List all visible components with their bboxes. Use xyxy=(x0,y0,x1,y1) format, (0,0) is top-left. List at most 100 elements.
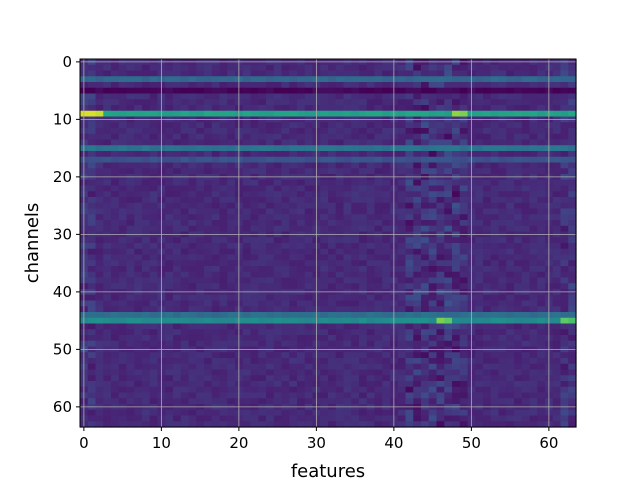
heatmap-cell xyxy=(552,220,562,227)
heatmap-cell xyxy=(452,300,461,307)
heatmap-cell xyxy=(211,110,221,118)
heatmap-cell xyxy=(498,110,507,118)
heatmap-cell xyxy=(258,93,267,100)
heatmap-cell xyxy=(413,202,422,210)
heatmap-cell xyxy=(165,197,174,204)
heatmap-cell xyxy=(343,191,352,198)
heatmap-cell xyxy=(537,122,546,129)
heatmap-cell xyxy=(568,317,577,325)
heatmap-cell xyxy=(521,375,531,382)
heatmap-cell xyxy=(397,151,407,158)
heatmap-cell xyxy=(382,323,391,330)
heatmap-cell xyxy=(211,254,221,261)
heatmap-cell xyxy=(258,409,267,417)
heatmap-cell xyxy=(273,409,283,417)
heatmap-cell xyxy=(483,294,492,302)
heatmap-cell xyxy=(413,266,422,273)
heatmap-cell xyxy=(397,294,407,302)
heatmap-cell xyxy=(382,87,391,95)
heatmap-cell xyxy=(320,139,329,146)
heatmap-cell xyxy=(514,168,523,175)
heatmap-cell xyxy=(475,300,484,307)
heatmap-cell xyxy=(405,398,414,405)
heatmap-cell xyxy=(452,352,461,359)
heatmap-cell xyxy=(537,156,546,164)
heatmap-cell xyxy=(188,133,197,141)
heatmap-cell xyxy=(359,237,368,244)
heatmap-cell xyxy=(490,415,500,422)
heatmap-cell xyxy=(297,214,306,221)
heatmap-cell xyxy=(483,386,492,394)
heatmap-cell xyxy=(560,260,569,267)
heatmap-cell xyxy=(304,300,314,307)
heatmap-cell xyxy=(118,99,128,106)
heatmap-cell xyxy=(297,312,306,319)
heatmap-cell xyxy=(498,271,507,279)
heatmap-cell xyxy=(343,237,352,244)
heatmap-cell xyxy=(421,70,430,77)
heatmap-cell xyxy=(180,415,190,422)
heatmap-cell xyxy=(343,294,352,302)
heatmap-cell xyxy=(521,237,531,244)
heatmap-cell xyxy=(521,415,531,422)
heatmap-cell xyxy=(304,415,314,422)
heatmap-cell xyxy=(436,99,445,106)
heatmap-cell xyxy=(258,99,267,106)
heatmap-cell xyxy=(95,392,104,399)
heatmap-cell xyxy=(475,82,484,89)
heatmap-cell xyxy=(204,179,213,187)
heatmap-cell xyxy=(165,110,174,118)
heatmap-cell xyxy=(413,283,422,290)
heatmap-cell xyxy=(165,179,174,187)
heatmap-cell xyxy=(421,248,430,256)
heatmap-cell xyxy=(103,283,112,290)
heatmap-cell xyxy=(537,139,546,146)
heatmap-cell xyxy=(490,294,500,302)
heatmap-cell xyxy=(165,283,174,290)
heatmap-cell xyxy=(552,214,562,221)
heatmap-cell xyxy=(328,260,337,267)
heatmap-cell xyxy=(521,105,531,112)
heatmap-cell xyxy=(142,151,151,158)
heatmap-cell xyxy=(149,398,159,405)
heatmap-cell xyxy=(568,185,577,192)
heatmap-cell xyxy=(444,162,453,169)
heatmap-cell xyxy=(196,369,205,376)
heatmap-cell xyxy=(165,421,174,428)
heatmap-cell xyxy=(211,151,221,158)
heatmap-cell xyxy=(560,317,569,325)
heatmap-cell xyxy=(87,105,97,112)
heatmap-cell xyxy=(498,105,507,112)
heatmap-cell xyxy=(359,185,368,192)
heatmap-cell xyxy=(490,381,500,388)
heatmap-cell xyxy=(328,139,337,146)
heatmap-cell xyxy=(459,271,469,279)
heatmap-cell xyxy=(142,277,151,284)
heatmap-cell xyxy=(142,260,151,267)
heatmap-cell xyxy=(211,300,221,307)
heatmap-cell xyxy=(405,277,414,284)
heatmap-cell xyxy=(142,139,151,146)
heatmap-cell xyxy=(204,358,213,365)
heatmap-cell xyxy=(273,93,283,100)
heatmap-cell xyxy=(343,87,352,95)
heatmap-cell xyxy=(382,185,391,192)
heatmap-cell xyxy=(475,70,484,77)
heatmap-cell xyxy=(289,128,298,135)
heatmap-cell xyxy=(452,208,461,215)
heatmap-cell xyxy=(537,312,546,319)
heatmap-cell xyxy=(506,162,515,169)
heatmap-cell xyxy=(343,306,352,313)
heatmap-cell xyxy=(490,369,500,376)
heatmap-cell xyxy=(134,363,143,371)
heatmap-cell xyxy=(266,254,275,261)
heatmap-cell xyxy=(126,168,135,175)
heatmap-cell xyxy=(142,156,151,164)
heatmap-cell xyxy=(173,266,182,273)
heatmap-cell xyxy=(227,312,236,319)
heatmap-cell xyxy=(304,99,314,106)
heatmap-cell xyxy=(552,415,562,422)
heatmap-cell xyxy=(134,185,143,192)
heatmap-cell xyxy=(173,197,182,204)
heatmap-cell xyxy=(227,248,236,256)
